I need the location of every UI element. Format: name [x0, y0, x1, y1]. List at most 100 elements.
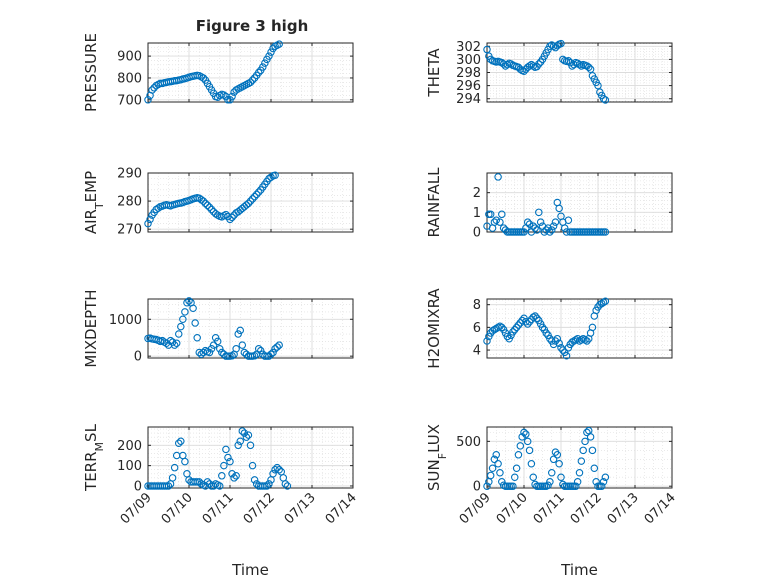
data-point: [601, 473, 610, 481]
y-axis-label: H2OMIXRA: [425, 288, 443, 369]
data-series: [483, 173, 610, 236]
y-tick-label: 0: [473, 226, 481, 241]
data-point: [529, 222, 537, 230]
y-tick-label: 6: [473, 321, 481, 336]
data-series: [144, 427, 292, 490]
data-point: [490, 218, 499, 226]
data-point: [547, 226, 556, 234]
data-point: [596, 300, 604, 309]
data-point: [551, 218, 560, 226]
y-tick-label: 500: [456, 435, 481, 450]
y-tick-label: 100: [117, 459, 142, 474]
data-point: [599, 298, 608, 307]
data-point: [520, 428, 528, 437]
data-point: [597, 482, 606, 490]
subplot-air-temp: 270 280 290 AIRTEMP: [82, 167, 354, 238]
data-point: [540, 228, 549, 236]
x-tick-label: 07/11: [531, 490, 568, 527]
data-point: [228, 352, 236, 360]
x-tick-label: 07/10: [159, 490, 196, 527]
data-point: [228, 213, 236, 222]
data-point: [498, 210, 506, 219]
data-point: [573, 334, 582, 343]
data-point: [263, 352, 271, 360]
data-point: [549, 222, 558, 230]
data-point: [557, 344, 565, 352]
x-tick-label: 07/13: [605, 490, 642, 527]
y-tick-label: 8: [473, 298, 481, 313]
data-point: [542, 329, 550, 337]
data-point: [269, 348, 277, 357]
data-point: [181, 457, 189, 466]
y-tick-label: 1000: [109, 313, 142, 328]
data-series: [483, 426, 610, 490]
y-tick-label: 298: [456, 66, 481, 81]
data-point: [240, 348, 249, 357]
data-point: [544, 481, 552, 490]
data-point: [265, 480, 273, 488]
data-point: [551, 337, 560, 345]
data-point: [246, 78, 255, 87]
data-point: [238, 341, 247, 349]
data-point: [238, 427, 247, 435]
y-tick-label: 800: [117, 71, 142, 86]
data-point: [494, 173, 502, 181]
x-tick-label: 07/13: [282, 490, 319, 527]
data-point: [259, 63, 267, 71]
y-tick-label: 0: [134, 479, 142, 494]
data-point: [244, 431, 253, 439]
data-point: [557, 473, 565, 481]
data-point: [283, 482, 292, 490]
data-point: [205, 203, 214, 212]
data-point: [586, 65, 595, 73]
x-tick-label: 07/12: [568, 490, 605, 527]
data-point: [562, 351, 571, 360]
data-point: [261, 482, 269, 490]
y-tick-label: 280: [117, 195, 142, 210]
data-point: [514, 321, 523, 329]
data-point: [222, 210, 230, 219]
data-point: [267, 48, 275, 56]
data-point: [492, 216, 500, 224]
y-tick-label: 294: [456, 92, 481, 107]
data-point: [197, 350, 206, 359]
x-tick-label: 07/14: [323, 490, 360, 527]
data-point: [577, 336, 586, 344]
data-point: [518, 316, 526, 325]
data-point: [522, 430, 530, 438]
data-point: [586, 433, 595, 441]
data-point: [483, 482, 491, 490]
data-point: [275, 341, 283, 349]
data-point: [242, 433, 251, 441]
data-point: [228, 470, 236, 478]
data-point: [546, 228, 554, 236]
data-point: [498, 477, 506, 486]
data-point: [512, 323, 521, 332]
data-point: [572, 336, 580, 344]
data-point: [531, 224, 539, 232]
data-point: [503, 60, 512, 69]
data-point: [271, 171, 279, 180]
data-point: [601, 228, 610, 236]
axes-box: [147, 298, 354, 359]
y-tick-label: 700: [117, 93, 142, 108]
data-point: [510, 325, 519, 334]
data-point: [242, 201, 251, 209]
x-tick-label: 07/12: [241, 490, 278, 527]
y-tick-label: 0: [473, 480, 481, 495]
data-point: [168, 474, 177, 482]
data-point: [207, 205, 216, 214]
data-point: [179, 451, 187, 460]
data-point: [193, 333, 201, 342]
data-point: [232, 472, 240, 480]
data-point: [520, 228, 528, 236]
data-point: [267, 350, 275, 359]
data-point: [570, 337, 578, 345]
data-point: [207, 345, 216, 353]
data-point: [597, 299, 606, 308]
data-point: [203, 478, 212, 486]
data-point: [575, 60, 584, 69]
y-tick-label: 900: [117, 50, 142, 65]
